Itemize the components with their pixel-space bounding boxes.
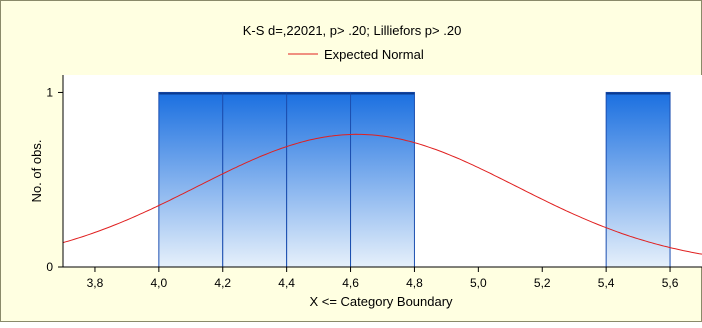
x-tick-label: 4,6	[342, 276, 359, 290]
y-axis-ticks: 01	[46, 85, 63, 274]
x-tick-label: 5,2	[534, 276, 551, 290]
x-tick-label: 5,4	[598, 276, 615, 290]
y-tick-label: 1	[46, 85, 53, 99]
x-tick-label: 3,8	[87, 276, 104, 290]
x-axis-ticks: 3,8 4,0 4,2 4,4 4,6 4,8 5,0 5,2 5,4 5,6	[87, 267, 679, 290]
x-tick-label: 4,2	[214, 276, 231, 290]
x-tick-label: 4,8	[406, 276, 423, 290]
x-tick-label: 5,6	[662, 276, 679, 290]
y-axis-label: No. of obs.	[29, 140, 44, 203]
y-tick-label: 0	[46, 260, 53, 274]
legend-label-expected-normal: Expected Normal	[324, 47, 424, 62]
x-axis-label: X <= Category Boundary	[309, 294, 453, 309]
histogram-bars	[158, 91, 671, 268]
histogram-bar-8	[605, 91, 671, 268]
x-tick-label: 4,4	[278, 276, 295, 290]
histogram-bar-3	[286, 91, 352, 268]
histogram-bar-4	[350, 91, 415, 268]
expected-normal-curve	[62, 133, 702, 255]
histogram-bar-1	[158, 91, 224, 268]
chart-title: K-S d=,22021, p> .20; Lilliefors p> .20	[243, 23, 462, 38]
x-tick-label: 4,0	[151, 276, 168, 290]
x-tick-label: 5,0	[470, 276, 487, 290]
histogram-bar-2	[222, 91, 288, 268]
